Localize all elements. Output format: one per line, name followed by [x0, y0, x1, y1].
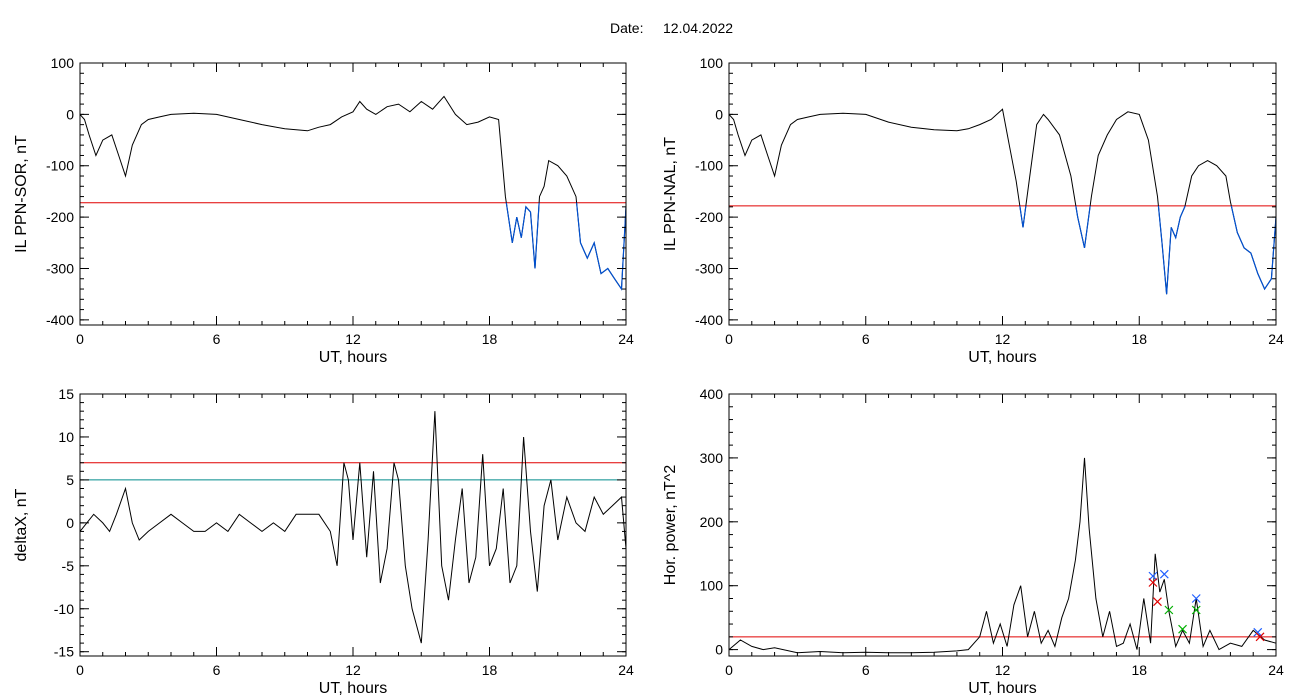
y-tick-label: -15: [54, 644, 74, 660]
chart-panel-4: 0 6 12 18 24 400 300 200 100 0 UT, hours Hor. power…: [662, 386, 1284, 697]
plot-frame: [79, 62, 627, 326]
x-tick-label: 0: [76, 331, 84, 347]
y-tick-label: 0: [66, 106, 74, 122]
marker-9: [1253, 627, 1263, 637]
marker-8: [1178, 624, 1187, 634]
x-tick-label: 12: [995, 331, 1011, 347]
y-tick-label: 100: [51, 55, 75, 71]
series-line-1: [728, 108, 1277, 295]
marker-stroke: [1178, 624, 1187, 634]
y-axis-label: IL PPN-SOR, nT: [13, 135, 30, 253]
x-axis-label: UT, hours: [968, 349, 1036, 366]
y-axis-label: Hor. power, nT^2: [662, 465, 679, 586]
x-tick-label: 0: [725, 331, 733, 347]
marker-1: [1148, 571, 1158, 581]
x-tick-label: 12: [995, 662, 1011, 678]
x-axis-label: UT, hours: [319, 349, 387, 366]
chart-panel-1: 0 6 12 18 24 100 0 -100 -200 -300 -400 UT, hours IL …: [13, 55, 634, 366]
x-tick-label: 6: [862, 331, 870, 347]
marker-stroke: [1253, 627, 1263, 637]
x-tick-label: 6: [862, 662, 870, 678]
series-highlight-1: [1019, 205, 1276, 295]
marker-stroke: [1255, 632, 1265, 642]
y-tick-label: -100: [695, 158, 723, 174]
x-tick-label: 0: [725, 662, 733, 678]
y-tick-label: -200: [695, 209, 723, 225]
x-axis-label: UT, hours: [968, 680, 1036, 697]
date-label: Date:: [610, 20, 643, 36]
marker-7: [1191, 605, 1201, 615]
plot-frame: [728, 62, 1277, 326]
date-value: 12.04.2022: [663, 20, 733, 36]
plot-frame: [728, 393, 1277, 657]
chart-panel-3: 0 6 12 18 24 15 10 5 0 -5 -10 -15 UT, hours deltaX, n…: [13, 386, 634, 697]
y-tick-label: 0: [66, 515, 74, 531]
y-tick-label: -400: [46, 312, 74, 328]
marker-stroke: [1191, 605, 1201, 615]
y-axis-label: IL PPN-NAL, nT: [662, 137, 679, 251]
y-tick-label: -300: [695, 260, 723, 276]
x-tick-label: 24: [618, 331, 634, 347]
x-tick-label: 0: [76, 662, 84, 678]
x-tick-label: 24: [618, 662, 634, 678]
y-tick-label: 0: [715, 106, 723, 122]
marker-stroke: [1191, 594, 1201, 603]
y-tick-label: 5: [66, 472, 74, 488]
y-axis-label: deltaX, nT: [13, 488, 30, 561]
y-tick-label: 400: [700, 386, 724, 402]
marker-6: [1191, 594, 1201, 603]
y-tick-label: 300: [700, 450, 724, 466]
y-tick-label: -200: [46, 209, 74, 225]
y-tick-label: 10: [58, 429, 74, 445]
x-tick-label: 12: [345, 331, 361, 347]
x-tick-label: 24: [1268, 331, 1284, 347]
chart-panel-2: 0 6 12 18 24 100 0 -100 -200 -300 -400 UT, hours IL …: [662, 55, 1284, 366]
x-tick-label: 6: [213, 662, 221, 678]
marker-stroke: [1164, 605, 1174, 615]
y-tick-label: -300: [46, 260, 74, 276]
y-tick-label: -100: [46, 158, 74, 174]
marker-2: [1159, 569, 1169, 579]
marker-stroke: [1148, 571, 1158, 581]
marker-10: [1255, 632, 1265, 642]
x-tick-label: 18: [1131, 662, 1147, 678]
marker-stroke: [1153, 597, 1162, 607]
x-tick-label: 12: [345, 662, 361, 678]
x-tick-label: 6: [213, 331, 221, 347]
series-line-1: [728, 457, 1277, 654]
y-tick-label: 0: [715, 642, 723, 658]
series-highlight-1: [505, 202, 626, 291]
y-tick-label: -10: [54, 601, 74, 617]
marker-5: [1164, 605, 1174, 615]
x-tick-label: 18: [482, 662, 498, 678]
y-tick-label: -5: [62, 558, 75, 574]
x-tick-label: 24: [1268, 662, 1284, 678]
series-line-1: [79, 411, 627, 644]
y-tick-label: 100: [700, 55, 724, 71]
y-tick-label: 100: [700, 578, 724, 594]
marker-stroke: [1159, 569, 1169, 579]
marker-stroke: [1148, 578, 1158, 587]
marker-3: [1148, 578, 1158, 587]
y-tick-label: 200: [700, 514, 724, 530]
series-line-1: [79, 95, 627, 291]
x-tick-label: 18: [482, 331, 498, 347]
y-tick-label: 15: [58, 386, 74, 402]
marker-4: [1153, 597, 1162, 607]
plot-frame: [79, 393, 627, 657]
y-tick-label: -400: [695, 312, 723, 328]
x-tick-label: 18: [1131, 331, 1147, 347]
x-axis-label: UT, hours: [319, 680, 387, 697]
